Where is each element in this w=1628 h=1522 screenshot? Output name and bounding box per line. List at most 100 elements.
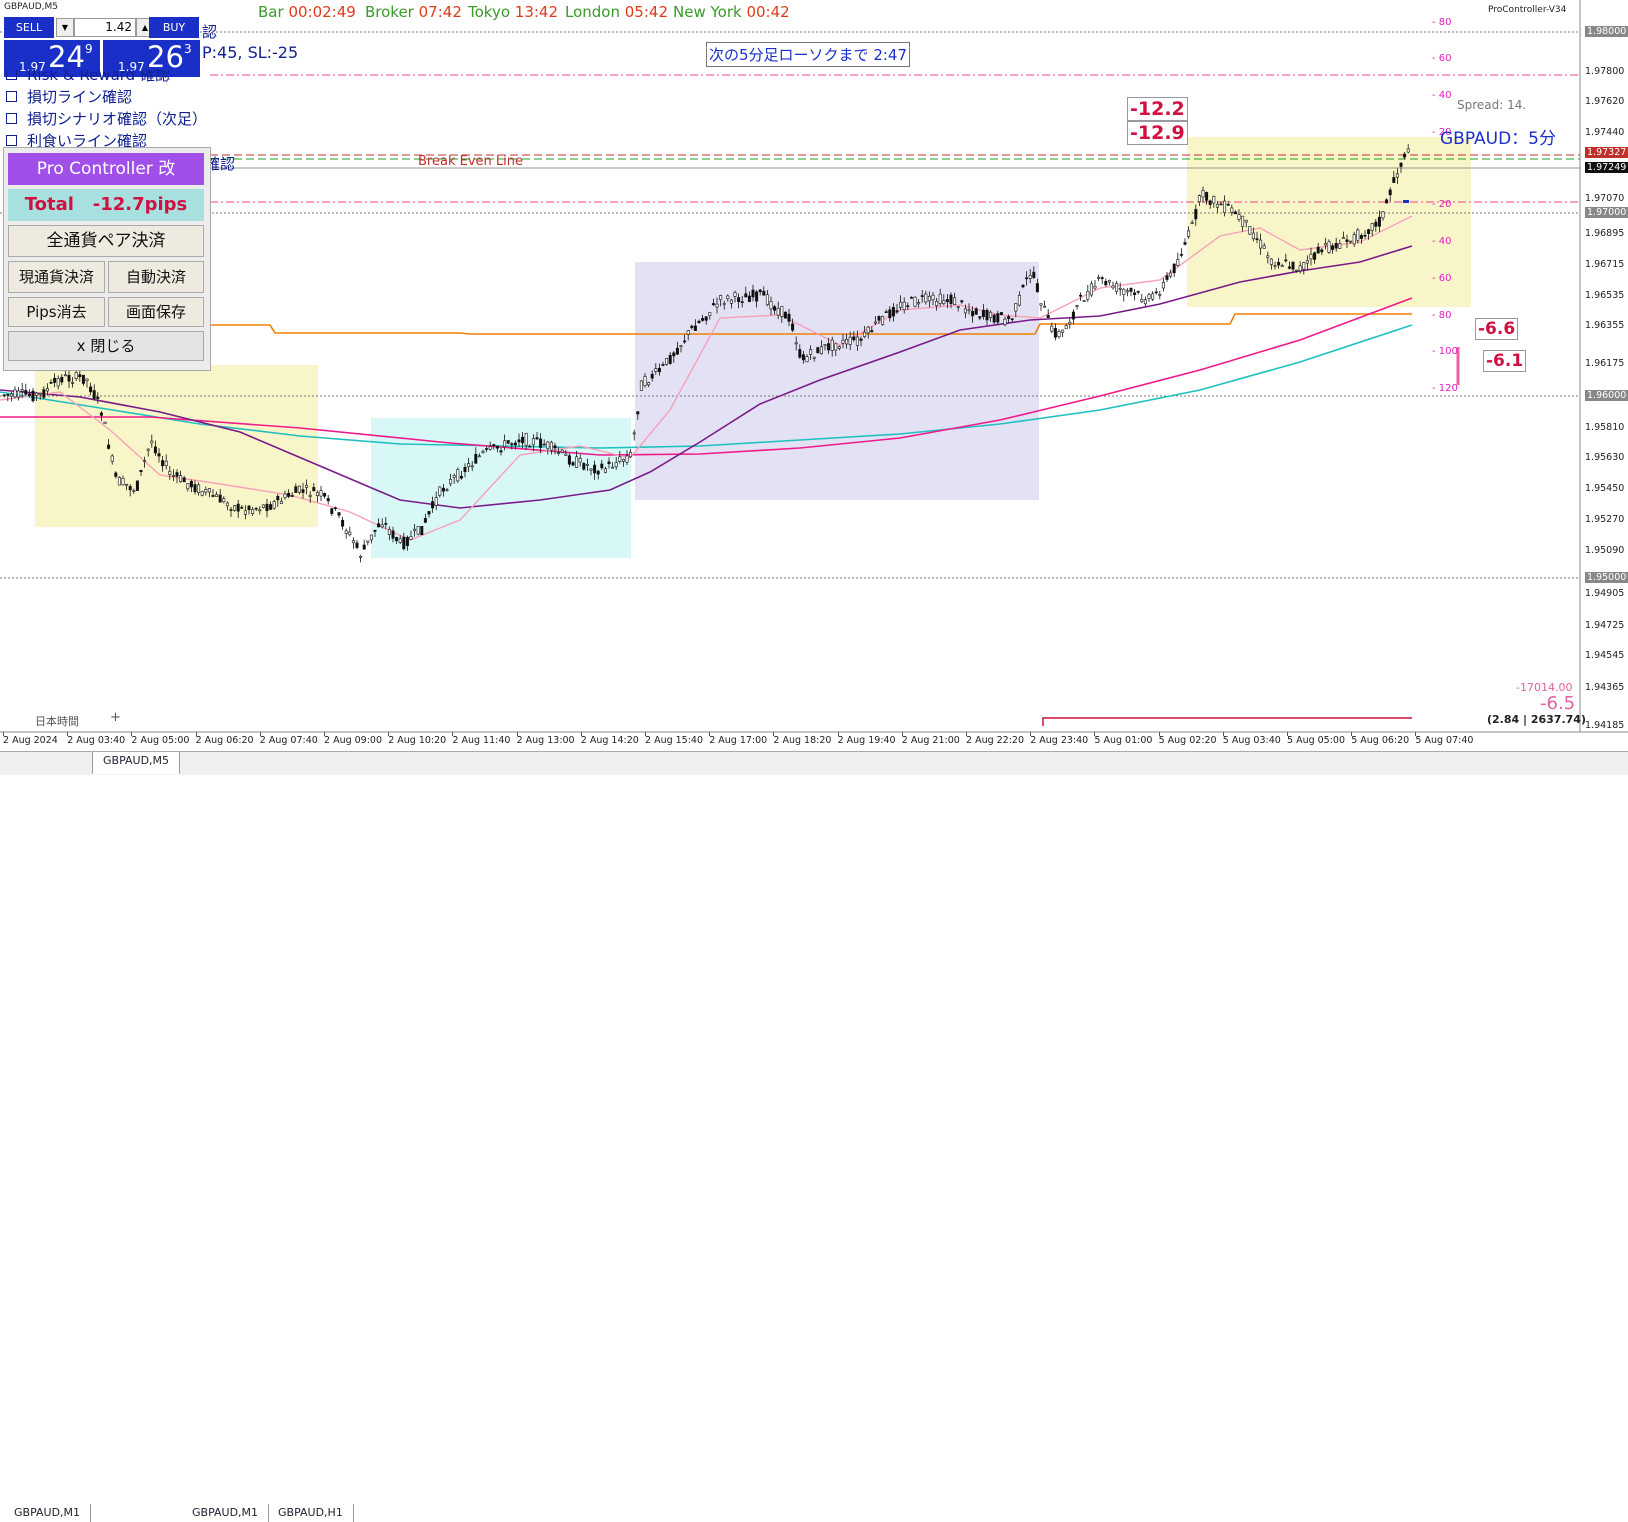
chart-tab[interactable]: GBPAUD,M1 — [4, 1504, 92, 1522]
candle-body — [229, 509, 233, 511]
candle-body — [459, 475, 463, 479]
time-tick — [1351, 732, 1353, 736]
candle-body — [1269, 258, 1273, 265]
candle-body — [1280, 265, 1284, 267]
checkbox-icon[interactable] — [6, 113, 17, 124]
chart-tab[interactable]: GBPAUD,M1 — [182, 1504, 270, 1522]
candle-body — [564, 453, 568, 456]
candle-body — [675, 347, 679, 355]
candle-body — [211, 495, 215, 497]
candle-body — [841, 339, 845, 344]
candle-body — [341, 519, 345, 527]
pips-clear-button[interactable]: Pips消去 — [8, 297, 105, 327]
candle-body — [888, 309, 892, 319]
save-screen-button[interactable]: 画面保存 — [108, 297, 204, 327]
candle-body — [377, 523, 381, 528]
checkbox-icon[interactable] — [6, 135, 17, 146]
pips-label: 80 — [1438, 310, 1452, 321]
candle-body — [13, 389, 17, 398]
candle-body — [1122, 288, 1126, 295]
auto-close-button[interactable]: 自動決済 — [108, 261, 204, 293]
time-scale-label: 2 Aug 07:40 — [259, 735, 318, 746]
close-controller-button[interactable]: x 閉じる — [8, 331, 204, 361]
candle-body — [1093, 285, 1097, 289]
chart-tab-active[interactable]: GBPAUD,M5 — [92, 752, 181, 774]
candle-body — [557, 452, 561, 454]
buy-price[interactable]: 1.97 26 3 — [103, 40, 200, 77]
chart-tab[interactable]: GBPAUD,H1 — [268, 1504, 354, 1522]
candle-body — [510, 443, 514, 445]
candle-body — [593, 464, 597, 474]
candle-body — [326, 498, 330, 502]
candle-body — [78, 374, 82, 378]
candle-body — [1356, 229, 1360, 241]
candle-body — [1053, 328, 1057, 338]
candle-body — [362, 544, 366, 550]
close-all-pairs-button[interactable]: 全通貨ペア決済 — [8, 225, 204, 257]
checklist-item[interactable]: 利食いライン確認 — [6, 130, 147, 151]
lot-input[interactable]: 1.42 — [74, 18, 136, 37]
candle-body — [60, 376, 64, 383]
candle-body — [1014, 303, 1018, 312]
candle-body — [1115, 282, 1119, 292]
candle-body — [1295, 269, 1299, 272]
price-chart[interactable] — [0, 0, 1628, 774]
buy-button[interactable]: BUY — [149, 17, 199, 38]
candle-body — [812, 356, 816, 359]
candle-body — [171, 475, 175, 477]
close-current-pair-button[interactable]: 現通貨決済 — [8, 261, 105, 293]
checklist-item[interactable]: Risk & Reward 確認 — [6, 70, 170, 85]
time-tick — [1287, 732, 1288, 736]
price-scale-label: 1.97800 — [1585, 66, 1625, 77]
candle-body — [384, 523, 388, 525]
time-tick — [3, 732, 4, 736]
candle-body — [146, 448, 150, 451]
sell-button[interactable]: SELL — [4, 17, 54, 38]
candle-body — [186, 483, 190, 490]
total-label: Total — [24, 194, 74, 215]
candle-body — [276, 496, 280, 501]
next-candle-countdown: 次の5分足ローソクまで 2:47 — [706, 42, 910, 67]
chart-area[interactable]: 1.98000 1.97800 1.97620 1.97440 1.97327 1.972… — [0, 0, 1628, 774]
candle-body — [492, 444, 496, 446]
candle-body — [1079, 294, 1083, 297]
sell-price[interactable]: 1.97 24 9 — [4, 40, 100, 77]
time-tick — [773, 732, 775, 736]
balance-text: -17014.00 — [1516, 681, 1573, 694]
candle-body — [614, 462, 618, 468]
candle-body — [2, 394, 6, 397]
candle-body — [531, 438, 535, 446]
checkbox-icon[interactable] — [6, 70, 17, 80]
checklist-item[interactable]: 損切ライン確認 — [6, 86, 132, 107]
candle-body — [1352, 234, 1356, 245]
price-scale-label: 1.97620 — [1585, 96, 1625, 107]
candle-body — [949, 294, 953, 304]
candle-body — [704, 316, 708, 321]
ma-pink — [0, 297, 1413, 456]
candle-body — [89, 386, 93, 393]
lot-decrease-button[interactable]: ▼ — [56, 18, 74, 37]
candle-body — [877, 316, 881, 321]
candle-body — [873, 321, 877, 324]
candle-body — [1158, 294, 1162, 296]
plus-button[interactable]: + — [110, 710, 121, 725]
time-tick — [1030, 732, 1032, 736]
candle-body — [596, 470, 600, 475]
price-scale-label: 1.96535 — [1585, 290, 1625, 301]
candle-body — [621, 459, 625, 462]
candle-body — [1215, 203, 1219, 208]
candle-body — [1039, 303, 1043, 306]
candle-body — [1363, 234, 1367, 237]
candle-body — [1104, 280, 1108, 286]
candle-body — [967, 309, 971, 312]
controller-title[interactable]: Pro Controller 改 — [8, 153, 204, 185]
checklist-item[interactable]: 損切シナリオ確認（次足） — [6, 108, 207, 129]
time-scale-label: 2 Aug 05:00 — [131, 735, 190, 746]
checkbox-icon[interactable] — [6, 91, 17, 102]
candle-body — [301, 489, 305, 493]
candle-body — [279, 500, 283, 504]
candle-body — [801, 354, 805, 361]
candle-body — [1165, 275, 1169, 280]
candle-body — [74, 371, 78, 379]
pnl-box: -12.2 — [1127, 97, 1188, 121]
